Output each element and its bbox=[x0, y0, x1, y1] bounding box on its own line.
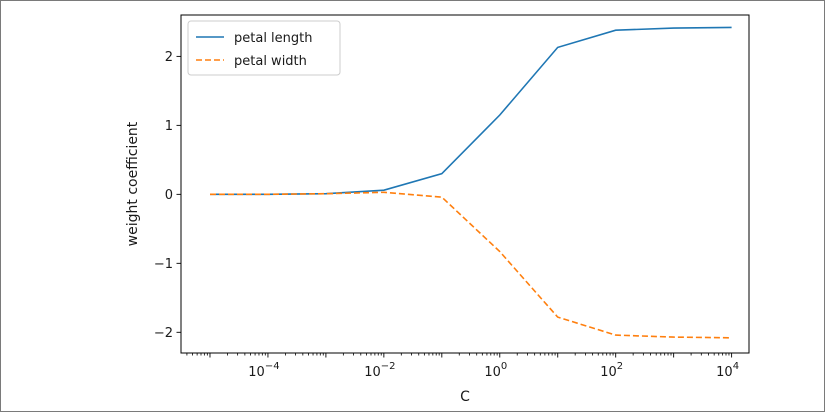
legend-label: petal length bbox=[234, 31, 313, 46]
y-tick-label: 2 bbox=[165, 50, 173, 65]
y-tick-label: −1 bbox=[154, 257, 173, 272]
plot-frame bbox=[180, 14, 750, 354]
x-tick-label: 100 bbox=[484, 361, 507, 380]
x-tick-label: 104 bbox=[716, 361, 739, 380]
legend: petal length petal width bbox=[187, 20, 341, 76]
y-tick-label: 0 bbox=[165, 188, 173, 203]
x-axis-title: C bbox=[460, 389, 470, 405]
series-line-petal-width bbox=[210, 191, 732, 339]
y-tick-label: −2 bbox=[154, 326, 173, 341]
x-tick-label: 10−4 bbox=[248, 361, 279, 380]
x-tick-label: 10−2 bbox=[364, 361, 395, 380]
y-axis-title: weight coefficient bbox=[125, 121, 141, 246]
y-tick-label: 1 bbox=[165, 119, 173, 134]
x-tick-label: 102 bbox=[600, 361, 623, 380]
axes: 10−4 10−2 100 102 104 2 1 0 −1 −2 bbox=[154, 50, 739, 380]
legend-label: petal width bbox=[234, 54, 307, 69]
legend-box bbox=[187, 20, 341, 76]
plot-area bbox=[180, 14, 750, 354]
series-lines bbox=[210, 26, 732, 339]
